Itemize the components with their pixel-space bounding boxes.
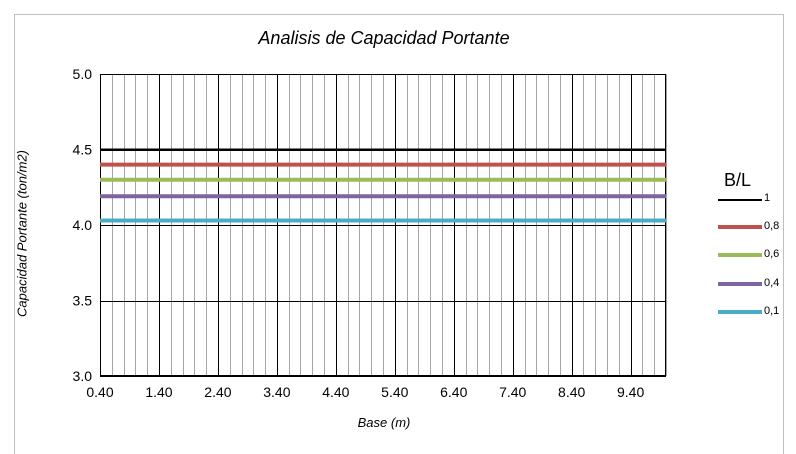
- y-tick-label: 4.5: [73, 142, 93, 158]
- x-tick-label: 7.40: [499, 384, 526, 400]
- x-tick-label: 2.40: [204, 384, 231, 400]
- x-tick-label: 4.40: [322, 384, 349, 400]
- x-tick-label: 3.40: [263, 384, 290, 400]
- x-axis-label: Base (m): [357, 415, 411, 430]
- plot-border: [100, 74, 666, 376]
- x-tick-label: 0.40: [86, 384, 113, 400]
- y-tick-label: 5.0: [73, 66, 93, 82]
- legend-label: 0,8: [764, 220, 780, 232]
- legend-swatch: [718, 253, 762, 257]
- legend-label: 0,4: [764, 277, 780, 289]
- legend-label: 0,6: [764, 248, 780, 260]
- y-tick-label: 3.0: [73, 368, 93, 384]
- legend-label: 0,1: [764, 305, 780, 317]
- legend-swatch: [718, 225, 762, 229]
- legend-swatch: [718, 199, 762, 201]
- chart-title: Analisis de Capacidad Portante: [258, 28, 510, 48]
- x-tick-label: 9.40: [617, 384, 644, 400]
- legend-swatch: [718, 310, 762, 314]
- legend-title: B/L: [724, 170, 752, 190]
- legend-label: 1: [764, 192, 771, 204]
- x-tick-label: 5.40: [381, 384, 408, 400]
- legend-swatch: [718, 282, 762, 286]
- y-tick-label: 3.5: [73, 293, 93, 309]
- legend-item: 0,8: [718, 219, 788, 235]
- legend-item: 1: [718, 191, 788, 207]
- x-tick-label: 1.40: [145, 384, 172, 400]
- legend-item: 0,4: [718, 276, 788, 292]
- x-tick-label: 8.40: [558, 384, 585, 400]
- legend-item: 0,6: [718, 247, 788, 263]
- legend-item: 0,1: [718, 304, 788, 320]
- chart-frame: [14, 14, 784, 454]
- y-tick-label: 4.0: [73, 217, 93, 233]
- x-tick-label: 6.40: [440, 384, 467, 400]
